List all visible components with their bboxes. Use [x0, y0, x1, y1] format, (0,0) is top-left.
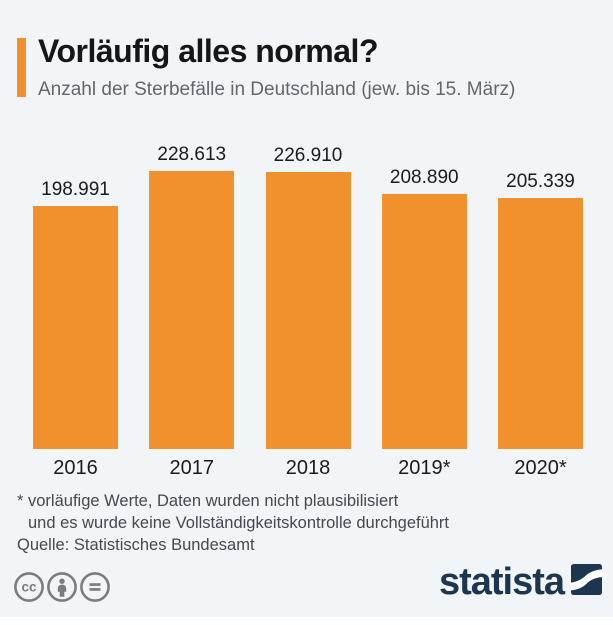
page-subtitle: Anzahl der Sterbefälle in Deutschland (j… — [38, 79, 516, 100]
bar-2020 — [498, 198, 583, 449]
bar-column-2016: 198.991 2016 — [33, 144, 118, 479]
statista-logo[interactable]: statista — [439, 563, 602, 601]
footnote-line-2: und es wurde keine Vollständigkeitskontr… — [28, 514, 450, 532]
bar-column-2017: 228.613 2017 — [149, 144, 235, 479]
source-line: Quelle: Statistisches Bundesamt — [17, 536, 255, 554]
bar-value-label: 198.991 — [41, 179, 110, 200]
bar-value-label: 226.910 — [273, 145, 343, 166]
statista-logo-text: statista — [438, 561, 565, 603]
bar-2017 — [149, 171, 235, 449]
svg-text:cc: cc — [21, 580, 37, 595]
footnote-line-1: * vorläufige Werte, Daten wurden nicht p… — [17, 492, 399, 510]
cc-license-icon[interactable]: cc — [13, 571, 45, 603]
bar-value-label: 228.613 — [157, 144, 227, 165]
bar-2019 — [381, 194, 467, 449]
x-axis-label: 2020* — [514, 457, 567, 479]
x-axis-label: 2016 — [53, 457, 98, 479]
page-title: Vorläufig alles normal? — [38, 33, 378, 69]
bar-2018 — [265, 172, 351, 449]
x-axis-label: 2019* — [398, 457, 451, 479]
title-accent-bar — [17, 38, 26, 97]
cc-nd-icon[interactable] — [79, 571, 111, 603]
bar-value-label: 208.890 — [389, 167, 459, 188]
bar-chart: 198.991 2016 228.613 2017 226.910 2018 208.890… — [33, 144, 583, 479]
bar-column-2019: 208.890 2019* — [381, 144, 467, 479]
bar-value-label: 205.339 — [506, 171, 575, 192]
bottom-strip — [0, 617, 613, 625]
bar-2016 — [33, 206, 118, 449]
statista-swoosh-icon — [571, 564, 602, 600]
bar-column-2020: 205.339 2020* — [498, 144, 583, 479]
license-icons: cc — [13, 571, 111, 603]
bar-column-2018: 226.910 2018 — [265, 144, 351, 479]
footnote-block: * vorläufige Werte, Daten wurden nicht p… — [17, 490, 449, 556]
x-axis-label: 2018 — [285, 457, 331, 479]
cc-attribution-icon[interactable] — [46, 571, 78, 603]
x-axis-label: 2017 — [169, 457, 215, 479]
